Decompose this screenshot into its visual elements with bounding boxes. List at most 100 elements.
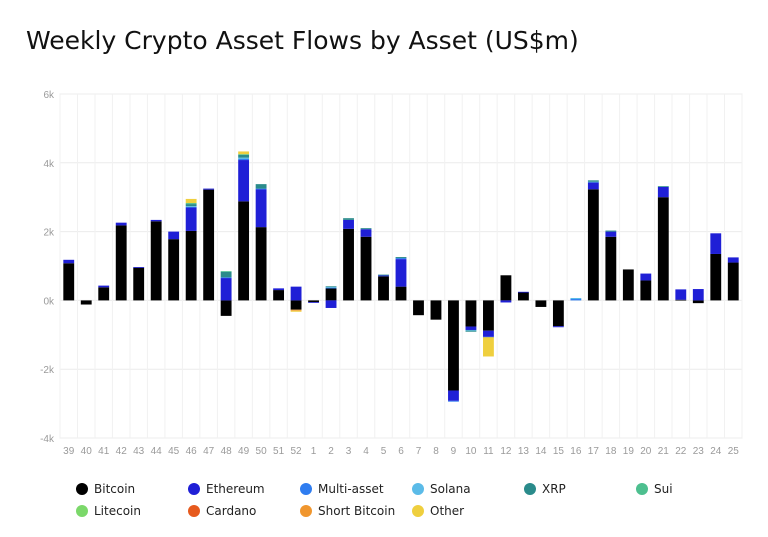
x-tick-label: 9 <box>451 446 457 457</box>
bar-segment <box>63 263 75 301</box>
bar-segment <box>325 300 337 308</box>
bar-segment <box>290 310 302 312</box>
bar-segment <box>692 289 704 301</box>
bar-segment <box>587 180 599 182</box>
bar-segment <box>220 271 232 272</box>
y-tick-label: 2k <box>43 228 55 239</box>
x-tick-label: 10 <box>465 446 477 457</box>
x-tick-label: 41 <box>98 446 110 457</box>
legend-label: Multi-asset <box>318 482 384 496</box>
y-tick-label: 6k <box>43 90 55 101</box>
bar-segment <box>395 286 407 301</box>
x-tick-label: 20 <box>640 446 652 457</box>
x-tick-label: 42 <box>116 446 128 457</box>
bar-segment <box>605 236 617 301</box>
bar-segment <box>657 186 669 198</box>
x-tick-label: 11 <box>483 446 494 457</box>
legend-item: Sui <box>636 482 673 496</box>
bar-segment <box>325 288 337 301</box>
x-tick-label: 25 <box>728 446 740 457</box>
bar-segment <box>710 233 722 254</box>
x-tick-label: 12 <box>500 446 512 457</box>
bar-segment <box>622 269 634 301</box>
bar-segment <box>395 257 407 259</box>
x-tick-label: 44 <box>151 446 163 457</box>
x-tick-label: 39 <box>63 446 75 457</box>
bar-segment <box>587 189 599 301</box>
bar-segment <box>185 230 197 301</box>
x-tick-label: 19 <box>623 446 635 457</box>
x-tick-label: 49 <box>238 446 250 457</box>
bar-segment <box>185 206 197 207</box>
x-tick-label: 18 <box>605 446 617 457</box>
bar-segment <box>220 278 232 301</box>
bar-segment <box>255 184 267 189</box>
bar-segment <box>675 299 687 301</box>
legend-item: Ethereum <box>188 482 265 496</box>
legend-item: Cardano <box>188 504 256 518</box>
x-tick-label: 46 <box>186 446 198 457</box>
bar-segment <box>448 400 459 402</box>
legend-swatch <box>300 505 312 517</box>
bar-segment <box>413 300 424 316</box>
legend-item: Solana <box>412 482 471 496</box>
legend-swatch <box>636 483 648 495</box>
bar-segment <box>185 198 197 204</box>
x-tick-label: 13 <box>518 446 530 457</box>
bar-segment <box>220 300 232 316</box>
legend-item: Litecoin <box>76 504 141 518</box>
legend-item: Multi-asset <box>300 482 384 496</box>
x-tick-label: 14 <box>535 446 547 457</box>
bar-segment <box>587 181 599 183</box>
x-tick-label: 7 <box>416 446 422 457</box>
bar-segment <box>290 300 302 310</box>
x-tick-label: 21 <box>658 446 670 457</box>
legend-swatch <box>188 483 200 495</box>
y-tick-label: -2k <box>40 365 55 376</box>
legend-label: Litecoin <box>94 504 141 518</box>
bar-segment <box>640 273 652 281</box>
bar-segment <box>115 222 127 226</box>
x-tick-label: 45 <box>168 446 180 457</box>
x-tick-label: 16 <box>570 446 582 457</box>
legend-label: Cardano <box>206 504 257 518</box>
x-tick-label: 5 <box>381 446 387 457</box>
legend-swatch <box>412 505 424 517</box>
legend-label: Ethereum <box>206 482 265 496</box>
legend-item: XRP <box>524 482 566 496</box>
legend-label: Other <box>430 504 465 518</box>
bar-segment <box>185 207 197 231</box>
bar-segment <box>535 300 547 307</box>
legend-item: Short Bitcoin <box>300 504 395 518</box>
bar-segment <box>133 267 145 301</box>
bar-segment <box>395 259 407 287</box>
bar-segment <box>360 229 372 237</box>
bar-segment <box>325 286 337 288</box>
bar-segment <box>465 300 477 327</box>
bar-segment <box>168 231 180 240</box>
x-tick-label: 51 <box>273 446 285 457</box>
bar-segment <box>238 159 250 161</box>
bar-segment <box>483 330 494 337</box>
bar-segment <box>570 299 582 301</box>
x-tick-label: 1 <box>311 446 317 457</box>
bar-segment <box>378 275 389 277</box>
bar-segment <box>133 267 145 268</box>
bar-segment <box>500 275 512 301</box>
bar-segment <box>80 300 92 305</box>
legend-swatch <box>412 483 424 495</box>
bar-segment <box>185 204 197 207</box>
y-tick-label: 4k <box>43 159 55 170</box>
legend-swatch <box>76 505 88 517</box>
legend-swatch <box>76 483 88 495</box>
legend-label: Bitcoin <box>94 482 136 496</box>
bar-segment <box>290 309 302 311</box>
legend: Bitcoin Ethereum Multi-asset Solana XRP Sui Li… <box>0 480 768 530</box>
bar-segment <box>220 277 232 279</box>
bar-segment <box>203 188 215 190</box>
bar-segment <box>675 289 687 300</box>
x-tick-label: 22 <box>675 446 687 457</box>
x-tick-label: 47 <box>203 446 215 457</box>
y-tick-label: -4k <box>40 434 55 445</box>
x-tick-label: 8 <box>433 446 439 457</box>
